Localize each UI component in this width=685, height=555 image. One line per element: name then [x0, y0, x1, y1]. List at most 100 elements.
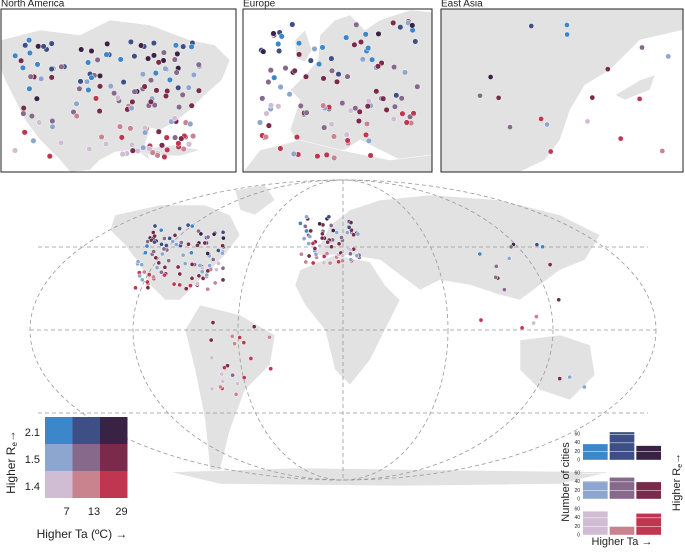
city-dot: [118, 134, 125, 141]
city-dot: [495, 94, 502, 101]
city-dot: [131, 88, 138, 95]
city-dot: [142, 129, 149, 136]
city-dot: [195, 87, 202, 94]
city-dot: [151, 274, 156, 280]
city-dot: [335, 71, 342, 78]
bar: [609, 432, 635, 460]
inset-title: Europe: [243, 0, 276, 10]
city-dot: [188, 102, 195, 109]
city-dot: [119, 151, 126, 158]
city-dots: [11, 18, 672, 397]
city-dot: [584, 118, 591, 125]
city-dot: [138, 42, 145, 49]
city-dot: [293, 134, 301, 141]
city-dot: [348, 220, 354, 225]
city-dot: [209, 355, 215, 361]
city-dot: [187, 120, 194, 128]
city-dot: [397, 24, 404, 31]
city-dot: [173, 69, 180, 76]
city-dot: [339, 235, 344, 240]
land: [614, 74, 656, 101]
city-dot: [145, 239, 150, 244]
bar: [609, 526, 635, 535]
city-dot: [176, 104, 183, 111]
city-dot: [195, 281, 200, 287]
city-dot: [557, 376, 563, 381]
city-dot: [210, 320, 216, 325]
legend-y-label-sub: e: [10, 442, 19, 447]
city-dot: [46, 153, 53, 160]
city-dot: [26, 37, 33, 44]
city-dot: [178, 240, 184, 245]
city-dot: [143, 250, 148, 256]
city-dot: [380, 95, 387, 102]
city-dot: [185, 84, 192, 91]
city-dot: [344, 230, 350, 235]
city-dot: [310, 260, 316, 266]
city-dot: [167, 236, 173, 241]
city-dot: [340, 258, 345, 264]
city-dot: [567, 374, 573, 380]
city-dot: [410, 110, 417, 117]
city-dot: [290, 150, 297, 157]
city-dot: [317, 243, 323, 249]
inset-east-asia: [440, 8, 684, 173]
legend-x-tick: 29: [115, 506, 127, 518]
city-dot: [333, 78, 341, 85]
city-dot: [340, 253, 346, 258]
land: [314, 194, 601, 301]
city-dot: [188, 43, 195, 50]
city-dot: [312, 246, 318, 251]
city-dot: [298, 221, 303, 226]
city-dot: [163, 134, 170, 141]
city-dot: [308, 228, 314, 234]
city-dot: [325, 239, 331, 245]
city-dot: [219, 371, 225, 377]
city-dot: [267, 67, 274, 74]
city-dot: [127, 38, 134, 45]
city-dot: [196, 273, 202, 279]
city-dot: [175, 264, 181, 270]
city-dot: [209, 386, 215, 392]
city-dot: [353, 21, 360, 28]
city-dot: [134, 147, 141, 154]
city-dot: [230, 372, 235, 378]
city-dot: [412, 38, 419, 45]
city-dot: [304, 214, 309, 220]
city-dot: [367, 152, 374, 159]
bars-x-label: Higher Ta →: [592, 536, 653, 548]
city-dot: [326, 214, 332, 220]
city-dot: [159, 269, 164, 275]
city-dot: [330, 228, 336, 233]
city-dot: [220, 243, 225, 249]
city-dot: [199, 269, 205, 275]
city-dot: [310, 241, 316, 246]
city-dot: [28, 113, 35, 120]
city-dot: [20, 110, 27, 117]
bars-right-arrow: →: [671, 453, 683, 464]
city-dot: [277, 83, 284, 91]
city-dot: [304, 228, 309, 234]
city-dot: [229, 333, 235, 339]
city-dot: [185, 141, 193, 148]
city-dot: [564, 22, 570, 28]
city-dot: [297, 102, 304, 109]
city-dot: [259, 95, 266, 102]
city-dot: [346, 225, 352, 230]
city-dot: [256, 119, 264, 126]
city-dot: [158, 142, 166, 149]
city-dot: [88, 74, 95, 81]
city-dot: [222, 365, 227, 371]
bars-y-label: Number of cities: [560, 442, 572, 522]
city-dot: [348, 251, 353, 257]
city-dot: [581, 384, 587, 390]
city-dot: [313, 252, 319, 257]
city-dot: [30, 137, 37, 144]
city-dot: [365, 137, 372, 144]
city-dot: [383, 106, 390, 113]
city-dot: [665, 53, 672, 60]
city-dot: [195, 243, 200, 248]
city-dot: [48, 74, 55, 81]
city-dot: [152, 239, 157, 245]
city-dot: [275, 40, 282, 48]
